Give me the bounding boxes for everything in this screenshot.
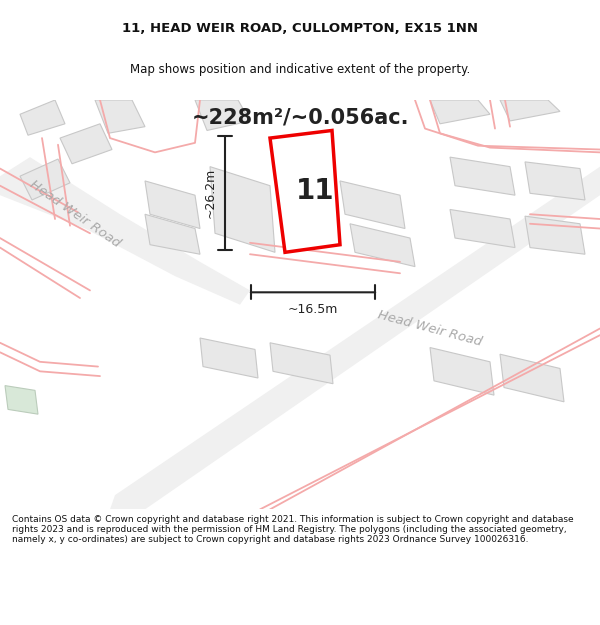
Polygon shape (350, 224, 415, 267)
Polygon shape (210, 167, 275, 252)
Polygon shape (95, 100, 145, 133)
Text: 11, HEAD WEIR ROAD, CULLOMPTON, EX15 1NN: 11, HEAD WEIR ROAD, CULLOMPTON, EX15 1NN (122, 21, 478, 34)
Text: ~16.5m: ~16.5m (288, 303, 338, 316)
Text: ~26.2m: ~26.2m (203, 168, 217, 218)
Polygon shape (500, 100, 560, 121)
Polygon shape (195, 100, 250, 131)
Polygon shape (20, 100, 65, 135)
Text: ~228m²/~0.056ac.: ~228m²/~0.056ac. (191, 107, 409, 127)
Polygon shape (270, 342, 333, 384)
Polygon shape (430, 100, 490, 124)
Polygon shape (450, 209, 515, 248)
Polygon shape (450, 157, 515, 195)
Polygon shape (145, 214, 200, 254)
Text: Map shows position and indicative extent of the property.: Map shows position and indicative extent… (130, 64, 470, 76)
Polygon shape (20, 159, 70, 200)
Polygon shape (525, 216, 585, 254)
Polygon shape (145, 181, 200, 229)
Text: Head Weir Road: Head Weir Road (27, 178, 123, 251)
Polygon shape (110, 167, 600, 509)
Text: Head Weir Road: Head Weir Road (376, 308, 484, 349)
Text: Contains OS data © Crown copyright and database right 2021. This information is : Contains OS data © Crown copyright and d… (12, 515, 574, 544)
Polygon shape (60, 124, 112, 164)
Polygon shape (340, 181, 405, 229)
Polygon shape (430, 348, 494, 395)
Polygon shape (525, 162, 585, 200)
Polygon shape (200, 338, 258, 378)
Text: 11: 11 (296, 177, 334, 206)
Polygon shape (0, 157, 250, 304)
Polygon shape (5, 386, 38, 414)
Polygon shape (500, 354, 564, 402)
Polygon shape (270, 131, 340, 253)
